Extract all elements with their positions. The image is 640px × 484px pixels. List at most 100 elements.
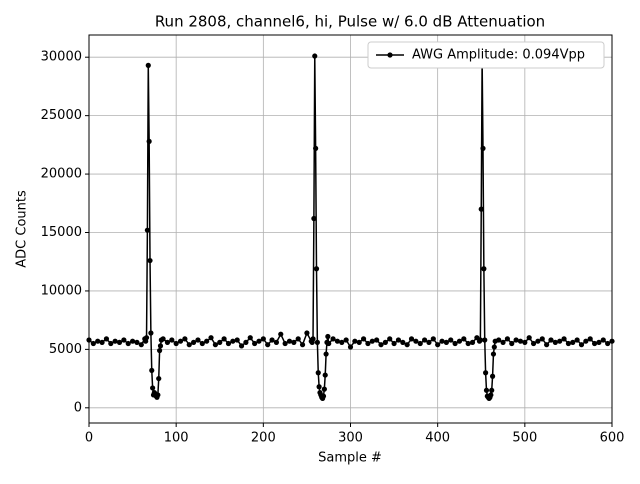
data-point	[160, 336, 166, 342]
data-point	[125, 340, 131, 347]
x-tick-label: 100	[164, 431, 189, 446]
data-point	[489, 373, 496, 379]
data-point	[108, 340, 114, 347]
data-point	[325, 333, 331, 340]
data-point	[461, 336, 467, 342]
data-point	[208, 335, 214, 341]
legend-label: AWG Amplitude: 0.094Vpp	[412, 48, 585, 63]
data-point	[169, 337, 175, 343]
data-point	[164, 339, 171, 345]
data-point	[539, 336, 545, 342]
data-point	[299, 342, 306, 348]
plot-frame	[88, 34, 613, 424]
y-tick-label: 15000	[41, 225, 82, 240]
data-point	[230, 338, 236, 344]
data-point	[150, 385, 156, 391]
data-point	[112, 338, 118, 344]
data-point	[225, 340, 232, 347]
data-point	[149, 367, 155, 374]
data-point	[177, 338, 184, 344]
data-point	[278, 331, 284, 337]
data-point	[490, 351, 497, 357]
y-tick-label: 20000	[41, 167, 82, 182]
data-point	[491, 344, 497, 350]
data-point	[578, 342, 585, 348]
data-point	[548, 337, 554, 343]
y-tick-label: 5000	[49, 342, 82, 357]
data-point	[482, 337, 488, 343]
x-tick-label: 0	[85, 431, 93, 446]
data-point	[145, 62, 151, 68]
x-tick-label: 400	[425, 431, 450, 446]
data-point	[146, 138, 152, 144]
data-point	[116, 339, 123, 345]
data-point	[517, 338, 524, 344]
data-point	[273, 339, 280, 345]
data-point	[212, 342, 218, 348]
data-point	[452, 340, 458, 347]
data-point	[496, 337, 502, 343]
data-point	[443, 339, 449, 345]
data-point	[315, 370, 321, 376]
data-point	[483, 370, 489, 376]
data-point	[587, 336, 593, 342]
data-point	[90, 340, 96, 347]
data-point	[195, 337, 201, 343]
data-point	[311, 215, 317, 222]
data-point	[352, 338, 358, 344]
data-point	[509, 340, 515, 347]
data-point	[234, 337, 240, 343]
data-point	[605, 340, 611, 347]
data-point	[530, 340, 537, 347]
data-point	[596, 339, 602, 345]
data-point	[391, 340, 397, 347]
y-tick-label: 10000	[41, 283, 82, 298]
data-point	[480, 145, 486, 151]
data-point	[557, 338, 563, 344]
y-tick-label: 0	[74, 400, 82, 415]
data-point	[477, 337, 483, 343]
data-point	[252, 340, 258, 347]
data-point	[435, 342, 441, 348]
data-point	[134, 339, 140, 345]
data-point	[552, 339, 558, 345]
chart-title: Run 2808, channel6, hi, Pulse w/ 6.0 dB …	[155, 13, 545, 31]
y-axis-label: ADC Counts	[15, 190, 30, 268]
data-point	[143, 335, 150, 341]
data-point	[544, 342, 550, 348]
x-tick-label: 500	[512, 431, 537, 446]
data-point	[395, 337, 402, 343]
data-point	[343, 337, 349, 343]
data-point	[304, 330, 310, 336]
data-point	[260, 336, 266, 342]
data-point	[157, 347, 163, 354]
data-point	[374, 337, 380, 343]
data-point	[103, 336, 110, 342]
data-point	[489, 387, 495, 393]
data-point	[526, 335, 532, 341]
data-point	[535, 338, 541, 344]
data-point	[256, 338, 262, 344]
data-point	[323, 351, 329, 357]
data-point	[417, 340, 423, 347]
x-tick-label: 600	[600, 431, 625, 446]
data-point	[99, 339, 105, 345]
data-point	[369, 338, 375, 344]
data-point	[561, 336, 567, 342]
data-point	[313, 266, 320, 272]
data-point	[465, 340, 471, 347]
data-point	[157, 343, 164, 349]
data-point	[478, 206, 484, 212]
data-point	[186, 342, 192, 348]
data-point	[147, 257, 153, 264]
x-tick-label: 300	[338, 431, 363, 446]
data-point	[286, 338, 293, 344]
data-point	[365, 340, 371, 347]
data-point	[360, 336, 367, 342]
data-point	[387, 336, 393, 342]
data-point	[448, 337, 454, 343]
data-point	[574, 337, 580, 343]
data-point	[408, 336, 415, 342]
data-point	[156, 375, 162, 382]
data-point	[591, 340, 598, 347]
